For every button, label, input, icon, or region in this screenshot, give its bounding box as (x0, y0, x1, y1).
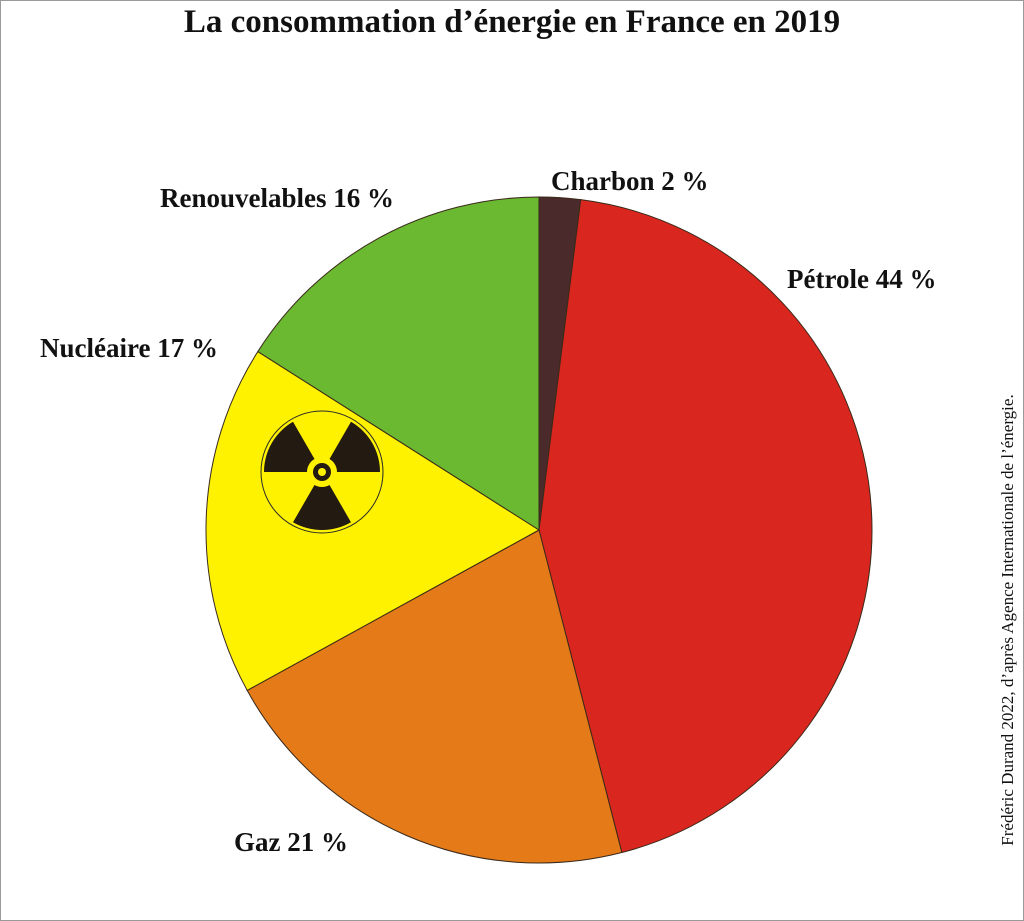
slice-label-petrole: Pétrole 44 % (787, 264, 936, 294)
pie-slice-renouvelables (257, 196, 540, 531)
radiation-blade-3 (293, 484, 351, 530)
radiation-icon (260, 410, 384, 534)
slice-label-charbon: Charbon 2 % (551, 166, 709, 196)
radiation-ring (260, 410, 384, 534)
slice-labels: Charbon 2 % Pétrole 44 % Gaz 21 % Nucléaire… (40, 166, 936, 857)
chart-title: La consommation d’énergie en France en 2… (183, 4, 841, 40)
radiation-blade-2 (329, 421, 380, 472)
source-credit: Frédéric Durand 2022, d’après Agence Int… (998, 394, 1017, 846)
slice-label-gaz: Gaz 21 % (234, 827, 348, 857)
pie-slice-petrole (538, 199, 873, 854)
pie-slice-gaz (246, 529, 623, 864)
slice-label-renouvelables: Renouvelables 16 % (160, 183, 394, 213)
radiation-blade-1 (264, 421, 315, 472)
slice-label-nucleaire: Nucléaire 17 % (40, 333, 218, 363)
radiation-hub-center (318, 468, 326, 476)
pie-slices (205, 196, 873, 864)
